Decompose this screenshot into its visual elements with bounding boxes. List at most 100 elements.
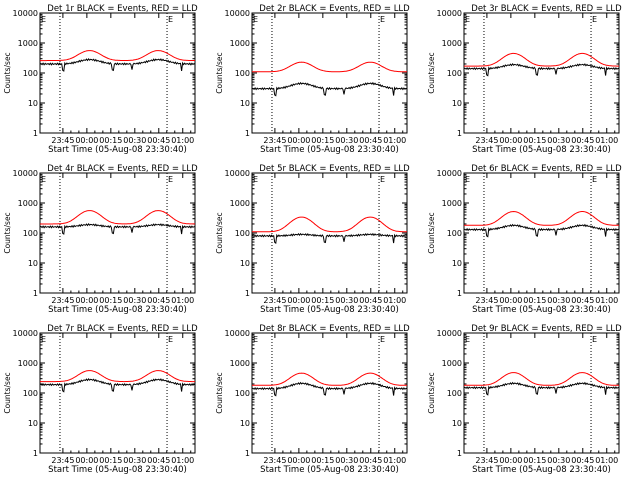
- x-tick-label: 00:30: [123, 456, 146, 465]
- x-tick-label: 00:30: [123, 136, 146, 145]
- panel-2r: Det 2r BLACK = Events, RED = LLD 1 10 100 10…: [215, 4, 410, 155]
- y-tick-label: 10000: [437, 329, 462, 338]
- y-tick-label: 10: [452, 99, 462, 108]
- corner-marker-left: E: [253, 15, 258, 24]
- x-tick-label: 00:15: [523, 136, 546, 145]
- panel-3r: Det 3r BLACK = Events, RED = LLD 1 10 100 10…: [427, 4, 622, 155]
- y-tick-label: 100: [447, 69, 462, 78]
- x-tick-label: 00:15: [99, 136, 122, 145]
- x-axis-label: Start Time (05-Aug-08 23:30:40): [472, 145, 611, 155]
- x-tick-label: 00:45: [571, 136, 594, 145]
- y-tick-label: 10000: [437, 169, 462, 178]
- series-line-events: [251, 81, 407, 97]
- x-axis-label: Start Time (05-Aug-08 23:30:40): [472, 465, 611, 475]
- y-tick-label: 10000: [13, 9, 38, 18]
- x-tick-label: 23:45: [475, 296, 498, 305]
- x-tick-label: 00:15: [523, 456, 546, 465]
- y-tick-label: 10000: [437, 9, 462, 18]
- y-tick-label: 10: [28, 99, 38, 108]
- x-tick-label: 00:30: [335, 296, 358, 305]
- series-line-lld: [40, 50, 195, 62]
- y-tick-label: 10: [28, 419, 38, 428]
- x-tick-label: 00:00: [75, 136, 98, 145]
- y-tick-label: 1: [457, 129, 462, 138]
- series-line-events: [39, 58, 195, 72]
- x-axis-label: Start Time (05-Aug-08 23:30:40): [48, 145, 187, 155]
- series-line-lld: [252, 372, 407, 386]
- y-axis-label: Counts/sec: [215, 52, 224, 93]
- x-tick-label: 01:00: [171, 296, 194, 305]
- corner-marker-right: E: [380, 15, 385, 24]
- x-axis-label: Start Time (05-Aug-08 23:30:40): [48, 465, 187, 475]
- corner-marker-left: E: [465, 175, 470, 184]
- y-tick-label: 100: [23, 69, 38, 78]
- x-tick-label: 01:00: [383, 136, 406, 145]
- panel-8r: Det 8r BLACK = Events, RED = LLD 1 10 100 10…: [215, 324, 410, 475]
- y-axis-label: Counts/sec: [3, 52, 12, 93]
- corner-marker-left: E: [253, 175, 258, 184]
- x-tick-label: 00:15: [99, 296, 122, 305]
- y-axis-label: Counts/sec: [3, 212, 12, 253]
- y-tick-label: 1000: [230, 199, 250, 208]
- corner-marker-right: E: [168, 175, 173, 184]
- plot-frame: [251, 172, 408, 294]
- x-tick-label: 00:00: [75, 456, 98, 465]
- x-tick-label: 00:45: [571, 296, 594, 305]
- plot-frame: [463, 12, 620, 134]
- panel-title: Det 8r BLACK = Events, RED = LLD: [259, 324, 410, 334]
- x-tick-label: 01:00: [383, 296, 406, 305]
- x-tick-label: 00:00: [287, 296, 310, 305]
- x-tick-label: 00:00: [287, 456, 310, 465]
- y-tick-label: 10000: [225, 329, 250, 338]
- x-tick-label: 23:45: [51, 456, 74, 465]
- corner-marker-right: E: [592, 15, 597, 24]
- series-line-lld: [252, 216, 407, 233]
- x-axis-label: Start Time (05-Aug-08 23:30:40): [260, 145, 399, 155]
- x-tick-label: 01:00: [595, 296, 618, 305]
- x-tick-label: 00:15: [311, 136, 334, 145]
- y-tick-label: 10: [452, 259, 462, 268]
- corner-marker-right: E: [168, 335, 173, 344]
- x-tick-label: 00:00: [499, 296, 522, 305]
- y-tick-label: 100: [235, 229, 250, 238]
- x-tick-label: 00:00: [287, 136, 310, 145]
- corner-marker-left: E: [41, 335, 46, 344]
- panel-4r: Det 4r BLACK = Events, RED = LLD 1 10 100 10…: [3, 164, 198, 315]
- y-tick-label: 100: [23, 389, 38, 398]
- y-tick-label: 10000: [225, 9, 250, 18]
- y-tick-label: 1: [457, 449, 462, 458]
- y-tick-label: 1000: [18, 359, 38, 368]
- x-tick-label: 00:45: [147, 456, 170, 465]
- plot-frame: [39, 172, 196, 294]
- x-axis-label: Start Time (05-Aug-08 23:30:40): [260, 305, 399, 315]
- y-axis-label: Counts/sec: [427, 212, 436, 253]
- x-tick-label: 00:30: [123, 296, 146, 305]
- y-tick-label: 10000: [13, 329, 38, 338]
- y-tick-label: 1000: [230, 39, 250, 48]
- x-tick-label: 00:00: [499, 456, 522, 465]
- x-tick-label: 00:30: [547, 296, 570, 305]
- corner-marker-right: E: [592, 335, 597, 344]
- x-tick-label: 01:00: [383, 456, 406, 465]
- x-tick-label: 00:45: [359, 456, 382, 465]
- x-tick-label: 00:00: [499, 136, 522, 145]
- y-tick-label: 10: [452, 419, 462, 428]
- corner-marker-left: E: [253, 335, 258, 344]
- panel-title: Det 1r BLACK = Events, RED = LLD: [47, 4, 198, 14]
- series-line-lld: [464, 372, 619, 386]
- y-tick-label: 100: [235, 69, 250, 78]
- series-line-events: [251, 232, 408, 245]
- y-axis-label: Counts/sec: [215, 212, 224, 253]
- corner-marker-left: E: [41, 15, 46, 24]
- x-tick-label: 00:30: [547, 136, 570, 145]
- corner-marker-right: E: [380, 335, 385, 344]
- x-tick-label: 23:45: [475, 136, 498, 145]
- y-tick-label: 1000: [442, 39, 462, 48]
- panel-7r: Det 7r BLACK = Events, RED = LLD 1 10 100 10…: [3, 324, 198, 475]
- x-tick-label: 00:45: [147, 136, 170, 145]
- y-tick-label: 1: [245, 449, 250, 458]
- x-tick-label: 00:15: [311, 456, 334, 465]
- y-tick-label: 10: [240, 419, 250, 428]
- x-tick-label: 23:45: [51, 136, 74, 145]
- y-tick-label: 10000: [13, 169, 38, 178]
